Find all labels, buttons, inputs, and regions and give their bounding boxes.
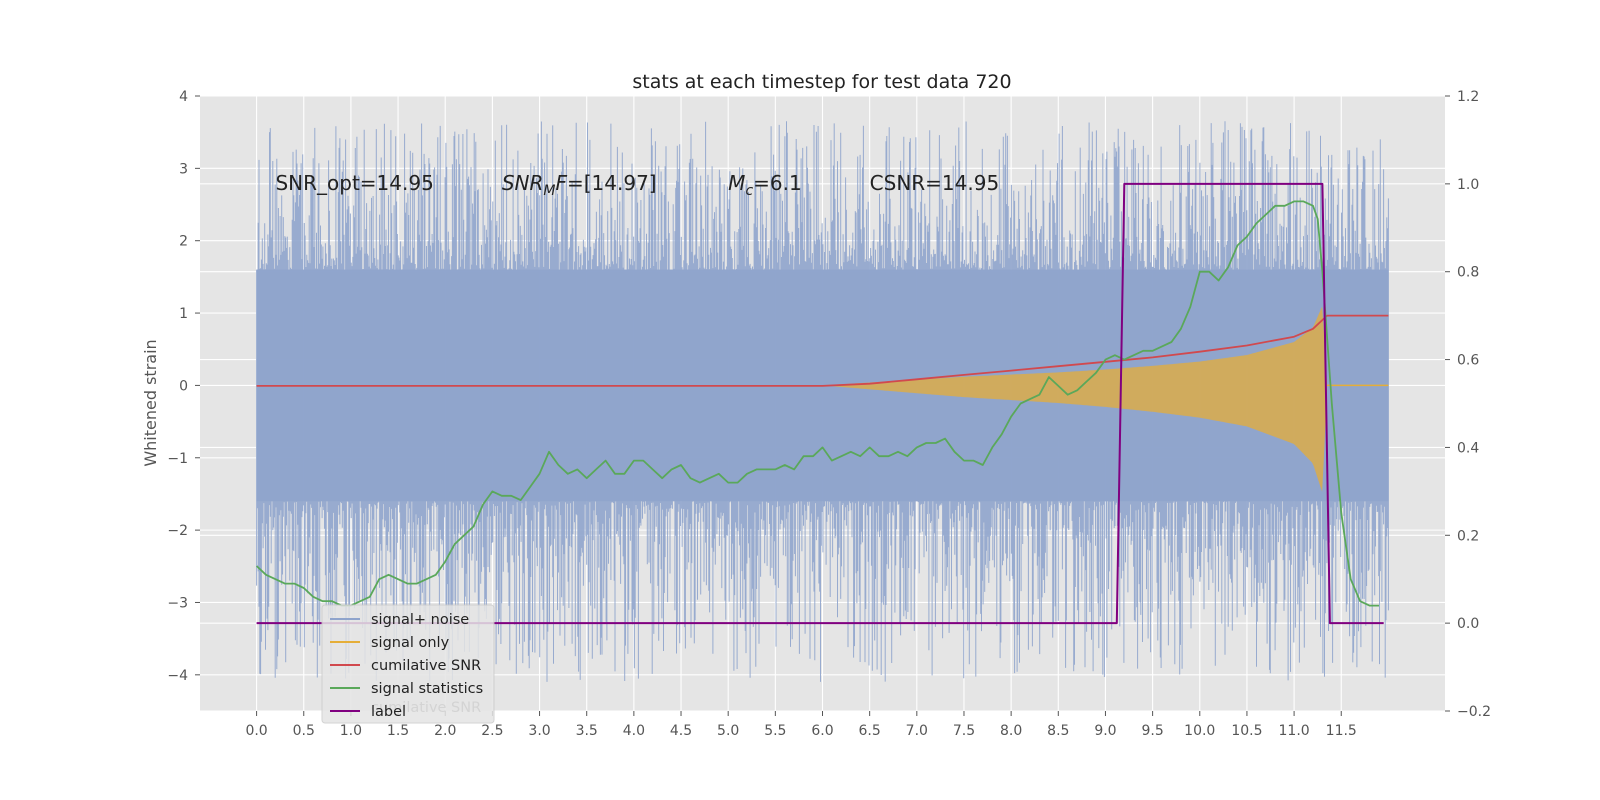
annotation-part: c [745,183,753,199]
y-right-tick-label: 0.2 [1457,528,1479,544]
y-tick-label: 3 [179,161,188,177]
x-tick-label: 4.5 [670,723,692,739]
x-tick-label: 11.5 [1326,723,1357,739]
x-tick-label: 10.5 [1231,723,1262,739]
series-cumulative-snr [256,314,1389,387]
annotation-part: SNR [502,171,544,195]
y-tick-label: 2 [179,234,188,250]
y-tick-label: 0 [179,378,188,394]
x-tick-label: 2.0 [434,723,456,739]
series-label [256,182,1384,625]
y-right-tick-label: 1.2 [1457,89,1479,105]
annotation-csnr: CSNR=14.95 [870,171,1000,195]
legend-entry: signal only [371,635,450,651]
annotation-part: CSNR=14.95 [870,171,1000,195]
x-tick-label: 4.0 [623,723,645,739]
x-tick-label: 10.0 [1184,723,1215,739]
y-tick-label: −3 [167,595,188,611]
x-tick-label: 9.5 [1141,723,1163,739]
annotation-part: =[14.97] [567,171,657,195]
annotation-snr-opt: SNR_opt=14.95 [275,171,433,195]
y-tick-label: 1 [179,306,188,322]
y-tick-label: −4 [167,668,188,684]
annotation-part: =6.1 [753,171,802,195]
legend-ghost-text: cumilative SNR [371,700,481,716]
x-tick-label: 1.5 [387,723,409,739]
x-tick-label: 6.5 [859,723,881,739]
y-tick-label: −1 [167,451,188,467]
x-tick-label: 0.5 [293,723,315,739]
x-tick-label: 8.0 [1000,723,1022,739]
annotation-mc: Mc=6.1 [728,171,802,199]
legend-entry: signal+ noise [371,612,469,628]
x-tick-label: 6.0 [811,723,833,739]
series-signal-statistics [255,200,1379,607]
x-tick-label: 9.0 [1094,723,1116,739]
x-tick-label: 5.0 [717,723,739,739]
chart-title: stats at each timestep for test data 720 [632,71,1011,93]
annotation-part: F [555,171,567,195]
y-tick-label: 4 [179,89,188,105]
y-axis-label: Whitened strain [141,339,160,466]
x-tick-label: 3.0 [528,723,550,739]
x-tick-label: 7.0 [906,723,928,739]
y-right-tick-label: 0.0 [1457,616,1479,632]
chirp-area [822,306,1328,492]
x-tick-label: 2.5 [481,723,503,739]
x-tick-label: 11.0 [1279,723,1310,739]
legend-entry: label [371,704,406,720]
annotation-snr-mf: SNRMF=[14.97] [502,171,657,199]
y-right-tick-label: 0.6 [1457,353,1479,369]
legend-box [321,604,495,724]
x-tick-label: 1.0 [340,723,362,739]
annotations: SNR_opt=14.95 SNRMF=[14.97] Mc=6.1 CSNR=14.… [275,171,999,199]
legend: cumilative SNR signal+ noise signal only cu… [321,604,495,724]
annotation-part: M [543,183,555,199]
series-signal-only [822,306,1389,492]
x-tick-label: 8.5 [1047,723,1069,739]
x-tick-label: 0.0 [245,723,267,739]
legend-entry: cumilative SNR [371,658,481,674]
annotation-part: SNR_opt=14.95 [275,171,433,195]
axis-ticks: 0.0 0.5 1.0 1.5 2.0 2.5 3.0 3.5 4.0 4.5 5.0 5.5 6.0 6… [167,89,1491,739]
series-layer [255,121,1389,682]
y-right-tick-label: 1.0 [1457,177,1479,193]
y-right-tick-label: 0.8 [1457,265,1479,281]
x-tick-label: 7.5 [953,723,975,739]
y-right-tick-label: 0.4 [1457,440,1479,456]
x-tick-label: 5.5 [764,723,786,739]
y-right-tick-label: −0.2 [1457,704,1491,720]
legend-entry: signal statistics [371,681,483,697]
x-tick-label: 3.5 [576,723,598,739]
annotation-part: M [728,171,745,195]
y-tick-label: −2 [167,523,188,539]
